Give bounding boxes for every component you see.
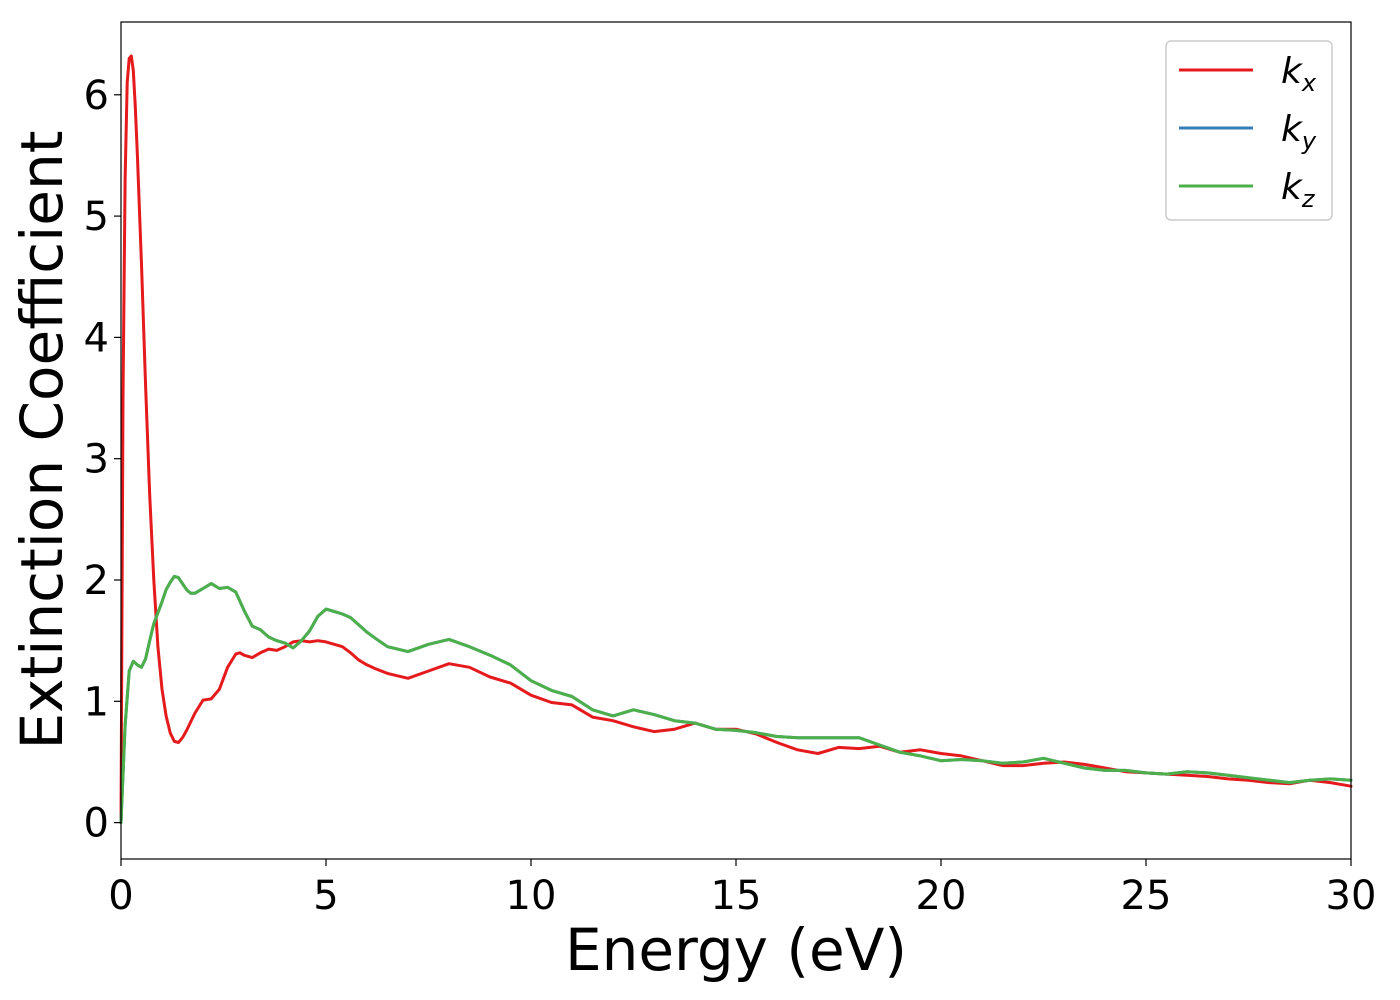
- legend-label-x: kx: [1281, 51, 1317, 97]
- series-line-z: [119, 574, 1353, 825]
- x-tick-label: 5: [313, 873, 338, 919]
- legend-label-z: kz: [1281, 167, 1316, 213]
- x-tick-label: 25: [1121, 873, 1172, 919]
- series-layer: [119, 54, 1353, 825]
- x-axis: 0 5 10 15 20 25 30: [108, 859, 1376, 919]
- x-tick-label: 10: [506, 873, 557, 919]
- legend-label-y: ky: [1281, 109, 1317, 155]
- y-tick-label: 3: [84, 437, 109, 483]
- series-line-x: [119, 54, 1353, 825]
- y-tick-label: 4: [84, 315, 109, 361]
- y-tick-label: 0: [84, 801, 109, 847]
- x-tick-label: 15: [711, 873, 762, 919]
- y-tick-label: 2: [84, 558, 109, 604]
- legend-box: [1165, 40, 1333, 221]
- y-tick-label: 6: [84, 73, 109, 119]
- x-tick-label: 30: [1326, 873, 1377, 919]
- x-tick-label: 20: [916, 873, 967, 919]
- x-axis-label: Energy (eV): [565, 916, 907, 984]
- y-tick-label: 1: [84, 679, 109, 725]
- y-axis: 0 1 2 3 4 5 6: [84, 73, 121, 847]
- y-axis-label: Extinction Coefficient: [8, 131, 76, 750]
- legend: kx ky kz: [1165, 40, 1333, 221]
- y-tick-label: 5: [84, 194, 109, 240]
- x-tick-label: 0: [108, 873, 133, 919]
